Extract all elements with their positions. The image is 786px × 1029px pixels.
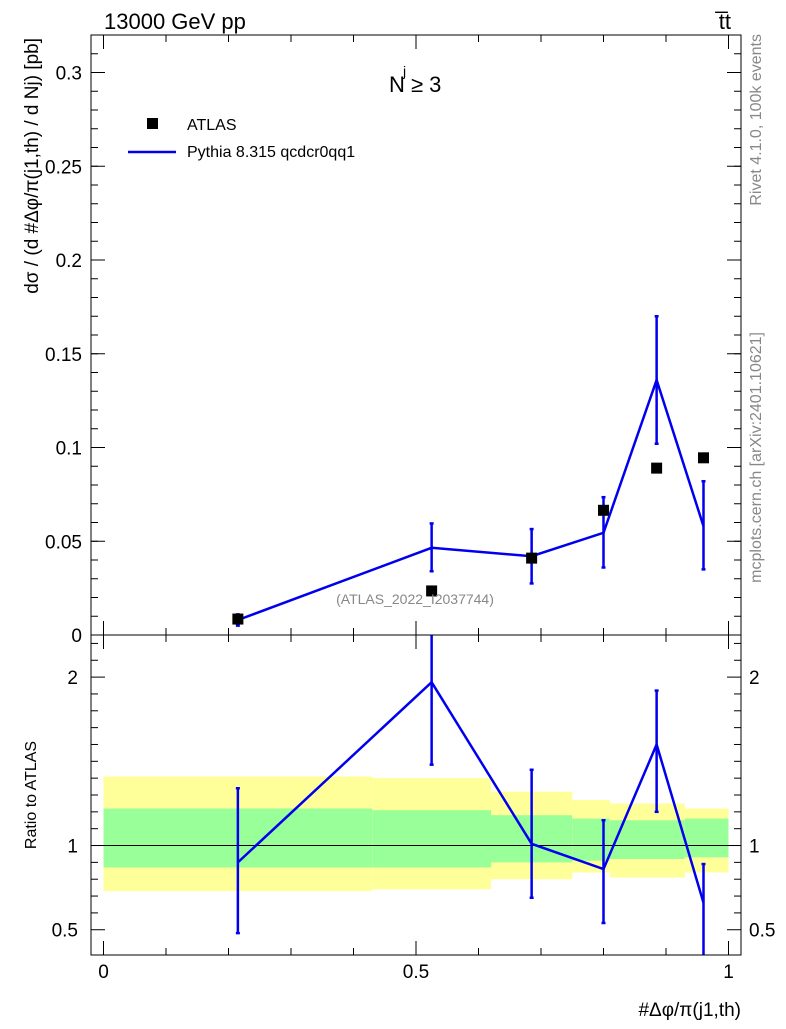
- ratio-mc-line: [237, 680, 705, 904]
- atlas-data-point: [526, 552, 538, 564]
- legend-atlas-marker: [147, 118, 158, 129]
- legend-atlas-label: ATLAS: [187, 117, 237, 134]
- ratio-ytick-label: 2: [67, 668, 78, 689]
- atlas-data-point: [232, 613, 244, 625]
- atlas-data-point: [598, 504, 609, 516]
- main-ytick-label: 0: [71, 626, 82, 647]
- legend-mc-label: Pythia 8.315 qcdcr0qq1: [187, 144, 355, 161]
- annotation: N ≥ 3 j: [389, 63, 441, 97]
- main-ylabel: dσ / (d #Δφ/π(j1,th) / d Nj) [pb]: [22, 38, 43, 294]
- annotation-text: N ≥ 3: [389, 72, 441, 97]
- main-ytick-label: 0.1: [56, 439, 82, 460]
- main-ytick-label: 0.2: [56, 251, 82, 272]
- legend: ATLAS Pythia 8.315 qcdcr0qq1: [128, 117, 355, 161]
- ratio-ytick-label: 1: [67, 837, 78, 858]
- main-panel: 0 0.05 0.1 0.15 0.2 0.25 0.3 (ATLAS_2022_I2037…: [22, 34, 742, 647]
- ratio-ylabel: Ratio to ATLAS: [23, 741, 40, 849]
- ratio-panel: 0.5 0.5 1 1 2 2 0 0.5 1 Ratio to ATLAS #Δφ/π(j1…: [23, 634, 775, 1021]
- atlas-data-point: [698, 452, 709, 464]
- ratio-ytick-label-right: 0.5: [749, 921, 775, 942]
- mc-line: [237, 376, 705, 622]
- x-tick-label: 0.5: [403, 962, 429, 983]
- ratio-ytick-label-right: 2: [749, 668, 760, 689]
- ratio-ytick-label: 0.5: [52, 921, 78, 942]
- ratio-ytick-label-right: 1: [749, 837, 760, 858]
- mcplots-label: mcplots.cern.ch [arXiv:2401.10621]: [748, 332, 765, 583]
- atlas-data-point: [651, 462, 663, 474]
- x-tick-label: 1: [723, 962, 734, 983]
- x-axis-label: #Δφ/π(j1,th): [638, 1000, 741, 1021]
- main-ytick-label: 0.3: [56, 64, 82, 85]
- analysis-label: (ATLAS_2022_I2037744): [336, 591, 494, 607]
- main-ytick-label: 0.25: [45, 157, 82, 178]
- energy-label: 13000 GeV pp: [104, 9, 246, 34]
- ratio-green-band: [684, 818, 729, 858]
- ratio-green-band: [372, 810, 491, 868]
- main-ytick-label: 0.05: [45, 532, 82, 553]
- x-tick-label: 0: [98, 962, 109, 983]
- annotation-superscript: j: [402, 63, 406, 79]
- rivet-label: Rivet 4.1.0, 100k events: [748, 34, 765, 206]
- process-label: t̅t: [715, 9, 731, 34]
- atlas-data-point: [426, 585, 438, 597]
- main-ytick-label: 0.15: [45, 345, 82, 366]
